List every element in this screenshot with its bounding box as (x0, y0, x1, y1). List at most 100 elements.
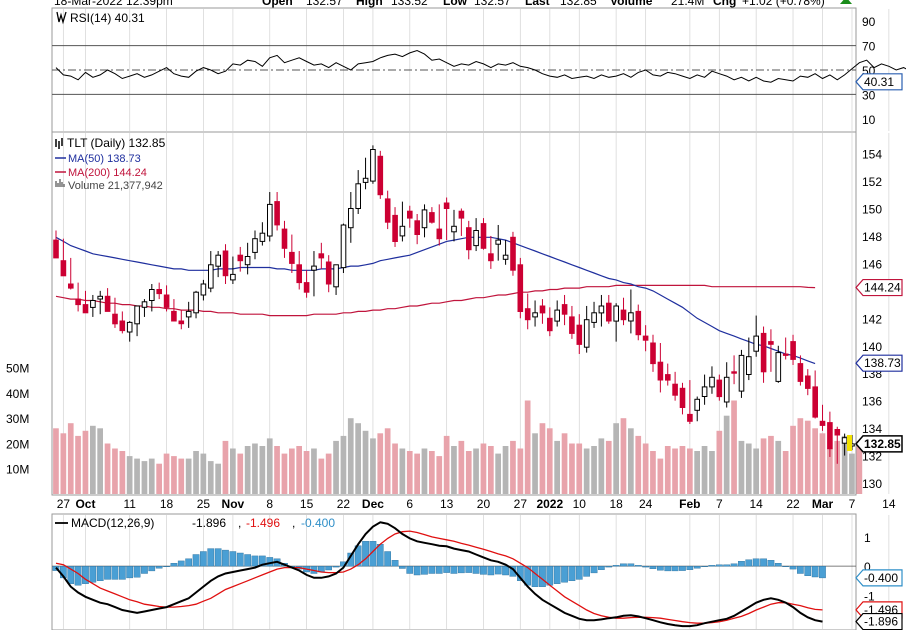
candle-body (193, 291, 199, 314)
volume-bar (517, 448, 524, 494)
candle-body (583, 319, 590, 348)
candle-body (495, 239, 501, 245)
volume-bar (281, 453, 288, 494)
macd-histogram-bar (804, 566, 812, 577)
low-value: 132.57 (474, 0, 511, 8)
price-legend-ticker: TLT (Daily) 132.85 (67, 136, 166, 150)
volume-bar (819, 433, 826, 494)
macd-histogram-bar (605, 566, 613, 568)
volume-bar (701, 446, 708, 494)
macd-histogram-bar (575, 566, 583, 580)
low-label: Low (443, 0, 468, 8)
candle-body (782, 353, 789, 356)
price-tick-140: 140 (862, 340, 882, 354)
macd-histogram-bar (458, 566, 465, 574)
high-value: 133.52 (391, 0, 428, 8)
candle-body (149, 289, 155, 301)
macd-histogram-bar (222, 549, 229, 567)
x-tick-14: 2022 (536, 497, 563, 511)
macd-histogram-bar (96, 566, 104, 582)
header-date: 18-Mar-2022 12:39pm (54, 0, 173, 8)
ma50-price-tag-box (855, 354, 903, 372)
macd-histogram-bar (708, 565, 716, 567)
candle-body (635, 310, 642, 336)
candle-body (126, 321, 133, 333)
candle-body (731, 371, 737, 374)
ma200-line (55, 284, 816, 317)
volume-bar (502, 446, 509, 494)
volume-bar (576, 443, 583, 494)
volume-bar (296, 446, 302, 494)
volume-bar (635, 435, 642, 494)
x-tick-6: 8 (266, 497, 273, 511)
last-value: 132.85 (560, 0, 597, 8)
macd-histogram-bar (627, 563, 635, 567)
candle-body (797, 363, 804, 382)
vertical-gridlines (62, 9, 890, 629)
candle-body (407, 210, 413, 219)
macd-histogram-bar (634, 565, 642, 567)
macd-histogram-bar (465, 566, 473, 573)
open-label: Open (262, 0, 293, 8)
macd-panel: 10-1-0.400-1.496-1.896 (52, 521, 903, 630)
volume-bar (119, 451, 126, 494)
volume-bar (598, 438, 605, 494)
macd-histogram-bar (590, 566, 598, 574)
volume-bar (775, 440, 782, 494)
candle-body (561, 304, 568, 315)
candle-body (90, 300, 96, 308)
rsi-tick-70: 70 (862, 40, 876, 54)
macd-histogram-bar (553, 566, 561, 584)
volume-tick-30M: 30M (6, 412, 29, 426)
price-tick-154: 154 (862, 148, 882, 162)
macd-signal-line (55, 530, 823, 624)
candle-body (134, 305, 140, 325)
volume-bar (266, 438, 273, 494)
rsi-tick-90: 90 (862, 15, 876, 29)
volume-bar (546, 428, 553, 494)
candle-body (252, 238, 258, 253)
candle-body (348, 208, 354, 229)
macd-histogram-bar (67, 566, 75, 584)
volume-bar (355, 423, 361, 494)
volume-bar (723, 415, 730, 494)
candle-body (200, 283, 207, 296)
volume-bar (318, 458, 325, 494)
macd-histogram-bar (118, 566, 126, 580)
macd-line (55, 521, 823, 628)
candle-body (753, 335, 760, 352)
macd-histogram-bar (494, 566, 502, 575)
x-tick-8: 22 (337, 497, 351, 511)
volume-bar (377, 433, 384, 494)
volume-bar (672, 448, 678, 494)
macd-histogram-bar (259, 555, 266, 567)
volume-bar (259, 446, 266, 494)
volume-bar (215, 463, 221, 494)
macd-histogram-bar (472, 566, 480, 574)
volume-bar (104, 443, 111, 494)
macd-histogram-bar (657, 566, 664, 571)
macd-histogram-bar (789, 566, 797, 570)
volume-bar (738, 440, 745, 494)
volume-bar (399, 448, 406, 494)
macd-histogram-bar (752, 558, 760, 567)
macd-legend: MACD(12,26,9) -1.896 , -1.496 , -0.400 (55, 516, 335, 530)
volume-bar (97, 428, 103, 494)
candle-body (384, 198, 391, 223)
volume-bar (679, 446, 686, 494)
volume-bar (583, 448, 590, 494)
volume-bar (67, 423, 74, 494)
candle-body (178, 320, 185, 325)
candle-body (222, 250, 229, 277)
last-price-tag-box (855, 435, 903, 453)
volume-label: Volume (610, 0, 653, 8)
macd-histogram-bar (428, 566, 436, 574)
x-tick-17: 24 (639, 497, 653, 511)
macd-legend-signal: -1.496 (246, 516, 280, 530)
candle-body (68, 283, 74, 289)
macd-hist-tag-text: -0.400 (864, 571, 898, 585)
x-tick-11: 13 (440, 497, 454, 511)
macd-histogram-bar (819, 566, 826, 579)
macd-tick--1: -1 (864, 589, 875, 603)
price-panel: 1541521501481461441421401381361341321301… (53, 145, 903, 491)
